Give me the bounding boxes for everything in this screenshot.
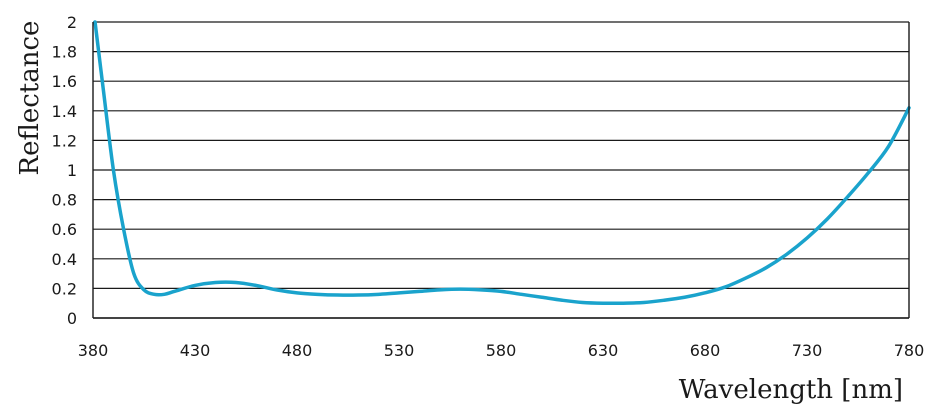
x-tick-label: 630: [588, 341, 619, 360]
y-tick-label: 1.6: [52, 72, 77, 91]
y-tick-label: 0.2: [52, 279, 77, 298]
y-tick-label: 0: [67, 309, 77, 328]
x-tick-label: 430: [180, 341, 211, 360]
x-tick-label: 530: [384, 341, 415, 360]
x-tick-label: 780: [894, 341, 925, 360]
y-tick-label: 2: [67, 13, 77, 32]
x-axis-title: Wavelength [nm]: [679, 375, 903, 405]
y-tick-label: 0.8: [52, 191, 77, 210]
y-tick-label: 0.4: [52, 250, 77, 269]
y-axis-title: Reflectance: [15, 21, 45, 176]
x-tick-label: 380: [78, 341, 109, 360]
x-tick-label: 580: [486, 341, 517, 360]
plot-frame: [92, 22, 910, 319]
y-tick-label: 1.8: [52, 43, 77, 62]
y-tick-label: 1: [67, 161, 77, 180]
grid-lines: [93, 21, 909, 319]
x-tick-label: 680: [690, 341, 721, 360]
series-line-reflectance: [93, 20, 911, 306]
x-tick-label: 480: [282, 341, 313, 360]
y-tick-label: 1.2: [52, 131, 77, 150]
y-tick-label: 1.4: [52, 102, 77, 121]
x-tick-label: 730: [792, 341, 823, 360]
x-tick-labels: 380 430 480 530 580 630 680 730 780: [78, 341, 925, 360]
y-tick-label: 0.6: [52, 220, 77, 239]
y-tick-labels: 0 0.2 0.4 0.6 0.8 1 1.2 1.4 1.6 1.8 2: [52, 13, 77, 328]
series-curve-group: [93, 20, 911, 306]
